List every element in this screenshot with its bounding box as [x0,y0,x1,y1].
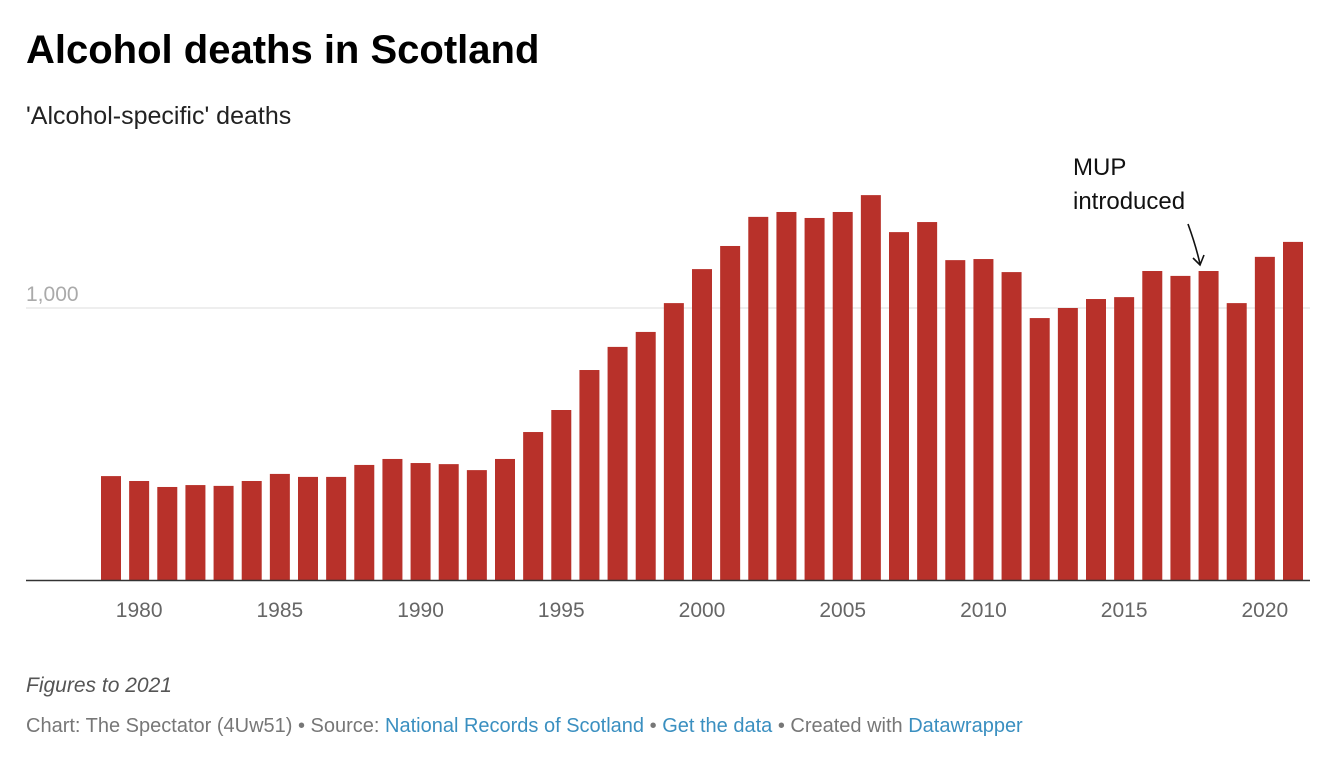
bar-2007 [889,232,909,580]
bar-1987 [326,476,347,580]
x-tick-label: 1980 [116,599,163,622]
bar-2014 [1086,299,1106,580]
x-tick-label: 1995 [538,599,585,622]
bar-2010 [973,259,994,580]
bar-1984 [241,480,262,580]
bar-2011 [1001,272,1022,580]
x-tick-label: 2015 [1101,599,1148,622]
bar-1993 [495,458,515,580]
chart-note: Figures to 2021 [26,674,172,697]
bar-1980 [129,480,150,580]
bar-1992 [466,470,487,580]
bar-1981 [157,486,178,580]
bar-2018 [1198,271,1219,580]
bar-2012 [1029,318,1050,580]
footer-credit: Chart: The Spectator (4Uw51) • Source: [26,715,386,737]
bar-2015 [1114,297,1135,580]
annotation-arrow-icon [1187,223,1205,267]
bar-2006 [860,195,881,580]
bar-2017 [1170,275,1191,580]
annotation-line-2: introduced [1073,188,1185,215]
get-data-link[interactable]: Get the data [662,715,773,737]
bar-1996 [579,370,600,580]
bar-2004 [804,217,825,580]
bar-chart: 1,000 1980 1985 1990 1995 2000 2005 2010 2015 20… [26,154,1310,622]
source-link[interactable]: National Records of Scotland [385,715,645,737]
bar-2020 [1254,256,1275,580]
x-tick-label: 2010 [960,599,1007,622]
bar-2000 [692,269,712,580]
bar-1988 [354,464,375,580]
bar-2019 [1226,303,1247,580]
datawrapper-link[interactable]: Datawrapper [908,715,1023,737]
bar-2001 [720,245,741,580]
x-tick-label: 2005 [819,599,866,622]
bar-2021 [1283,241,1303,581]
bar-1995 [551,410,572,580]
bar-1979 [101,476,121,580]
chart-footer: Chart: The Spectator (4Uw51) • Source: N… [26,715,1023,738]
bar-2009 [945,260,966,580]
bar-2013 [1057,308,1078,580]
bar-1991 [438,464,459,580]
bar-2003 [776,211,797,580]
x-tick-label: 2020 [1241,599,1288,622]
bar-2008 [917,222,938,580]
bar-1994 [523,432,544,580]
bar-1982 [185,485,206,580]
chart-subtitle: 'Alcohol-specific' deaths [26,102,292,130]
bar-1986 [298,476,318,580]
x-tick-label: 1985 [256,599,303,622]
bar-1989 [382,458,403,580]
x-tick-label: 1990 [397,599,444,622]
footer-sep: • [644,715,663,737]
bar-2005 [832,211,853,580]
bar-1990 [410,463,431,580]
chart-title: Alcohol deaths in Scotland [26,28,540,72]
y-tick-label: 1,000 [26,283,79,306]
bar-1998 [635,331,656,580]
bar-1985 [269,473,290,580]
bar-1999 [663,303,684,580]
bar-2002 [748,216,769,580]
bar-1983 [213,485,234,580]
x-tick-label: 2000 [679,599,726,622]
bar-1997 [607,346,628,580]
annotation-line-1: MUP [1073,154,1126,181]
bar-2016 [1142,271,1163,580]
footer-created-with: • Created with [772,715,909,737]
